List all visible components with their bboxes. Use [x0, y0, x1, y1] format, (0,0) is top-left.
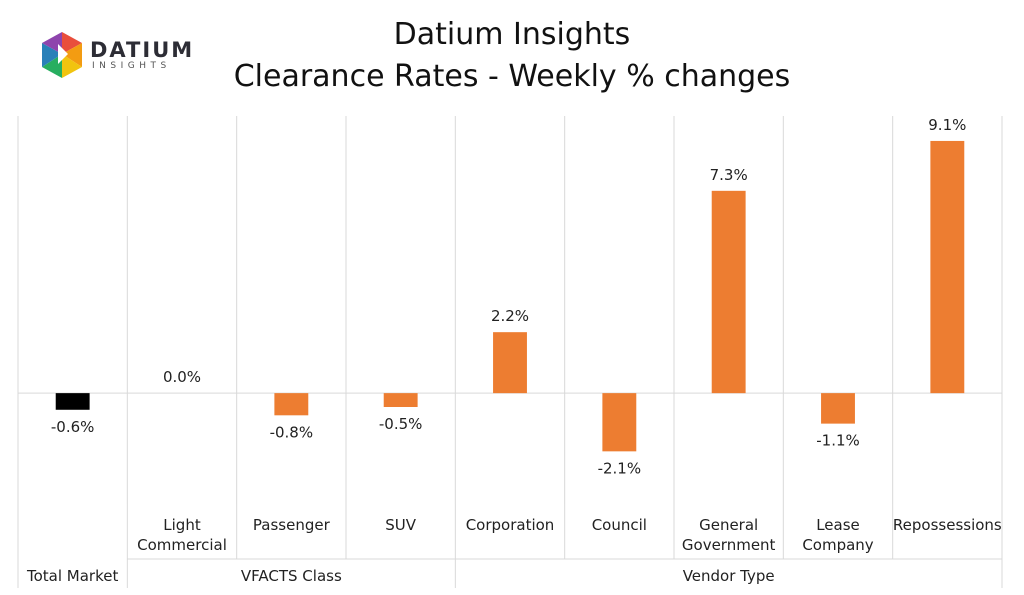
bar — [821, 393, 855, 424]
category-tick-label: General — [699, 516, 758, 534]
category-tick-label: Light — [163, 516, 201, 534]
category-tick-label: Government — [682, 536, 776, 554]
category-tick-label: Repossessions — [893, 516, 1002, 534]
data-label: 2.2% — [491, 307, 529, 325]
data-label: 7.3% — [710, 166, 748, 184]
logo-subtitle: INSIGHTS — [92, 61, 171, 71]
bar — [711, 190, 746, 394]
category-tick-label: Commercial — [137, 536, 227, 554]
group-label: Total Market — [26, 567, 118, 585]
category-tick-label: Passenger — [253, 516, 331, 534]
bar — [55, 393, 90, 410]
data-label: -0.5% — [379, 415, 423, 433]
category-tick-label: Corporation — [466, 516, 555, 534]
data-label: 0.0% — [163, 368, 201, 386]
bar — [930, 140, 965, 394]
data-label: -0.8% — [270, 423, 314, 441]
group-label: VFACTS Class — [241, 567, 342, 585]
page-title: Datium Insights — [393, 17, 631, 52]
chart-title-block: Datium Insights Clearance Rates - Weekly… — [0, 14, 1024, 98]
data-label: -2.1% — [598, 459, 642, 477]
bar — [274, 393, 309, 416]
group-label: Vendor Type — [683, 567, 775, 585]
category-tick-label: Council — [592, 516, 647, 534]
category-tick-label: Company — [802, 536, 873, 554]
data-label: 9.1% — [928, 116, 966, 134]
datium-logo: DATIUM INSIGHTS — [38, 30, 192, 80]
datium-logo-mark-icon — [42, 32, 82, 78]
bar — [602, 393, 637, 452]
data-label: -1.1% — [816, 432, 860, 450]
chart-title: Clearance Rates - Weekly % changes — [233, 59, 791, 94]
category-tick-label: SUV — [385, 516, 417, 534]
bar — [493, 332, 527, 394]
logo-wordmark: DATIUM — [90, 38, 195, 62]
category-tick-label: Lease — [816, 516, 860, 534]
bar — [383, 393, 418, 407]
data-label: -0.6% — [51, 418, 95, 436]
